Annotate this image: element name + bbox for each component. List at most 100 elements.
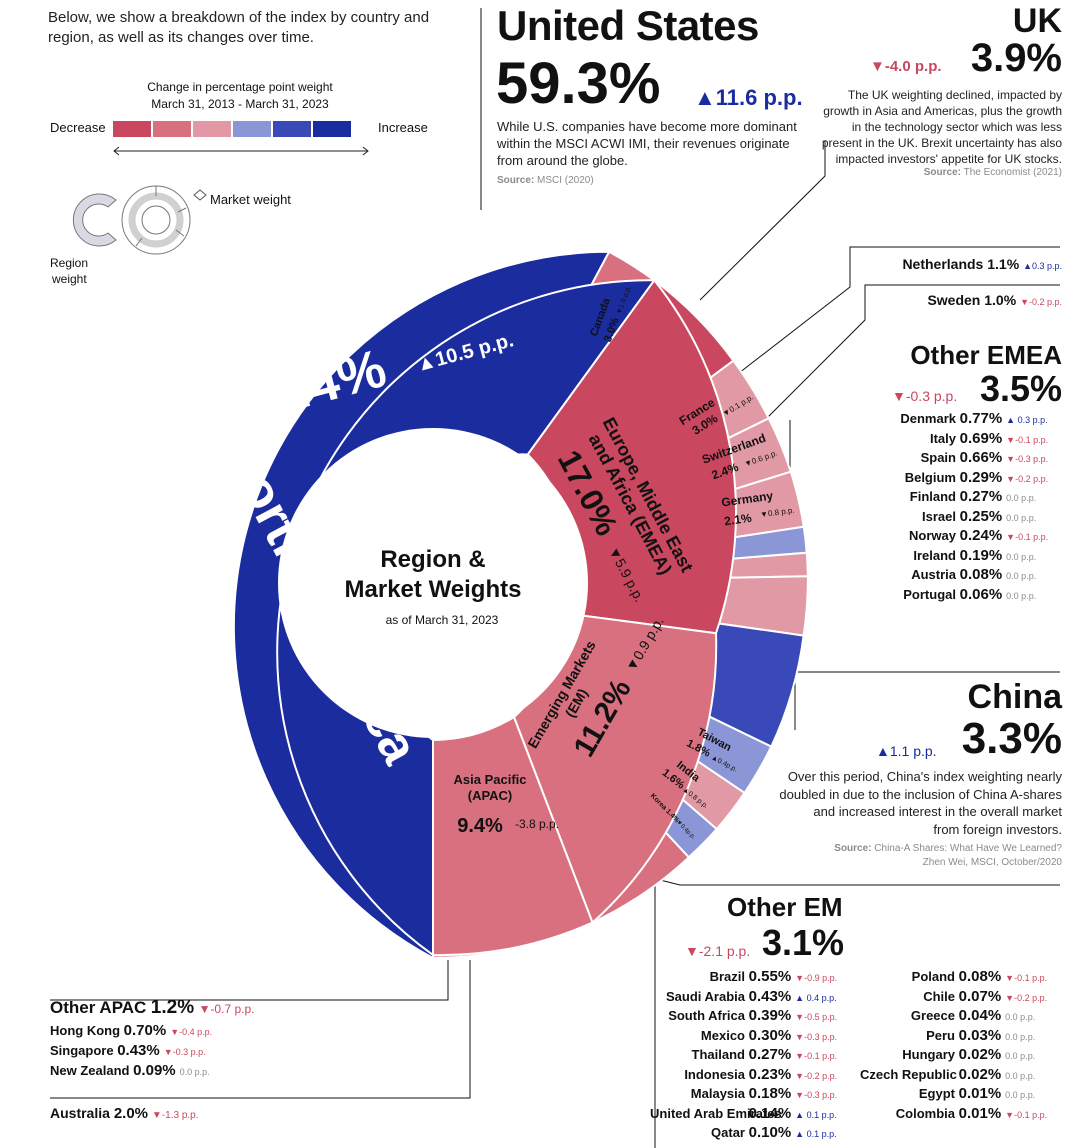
- item-change: ▲ 0.1 p.p.: [795, 1109, 837, 1120]
- item-name: Ireland: [913, 547, 956, 563]
- item-name: Czech Republic: [860, 1066, 957, 1082]
- item-name: Portugal: [903, 586, 956, 602]
- item-pct: 0.25%: [959, 507, 1003, 525]
- item-pct: 0.01%: [958, 1085, 1002, 1102]
- item-pct: 0.19%: [959, 546, 1003, 564]
- item-change: 0.0 p.p.: [1006, 551, 1037, 562]
- item-pct: 0.30%: [748, 1026, 792, 1044]
- item-name: Denmark: [900, 411, 956, 426]
- list-item: Thailand 0.27% ▼-0.1 p.p.: [650, 1046, 838, 1063]
- other-em-col1: Brazil 0.55% ▼-0.9 p.p. Saudi Arabia 0.43%…: [650, 968, 860, 1148]
- item-change: 0.0 p.p.: [1005, 1051, 1036, 1061]
- other-em-col2: Poland 0.08% ▼-0.1 p.p. Chile 0.07% ▼-0.2 p…: [860, 968, 1064, 1128]
- item-change: 0.0 p.p.: [1006, 512, 1037, 523]
- item-pct: 0.69%: [959, 429, 1003, 447]
- us-desc-2: within the MSCI ACWI IMI, their revenues…: [497, 136, 790, 151]
- item-change: ▼-0.2 p.p.: [795, 1070, 838, 1081]
- item-change: ▼-0.3 p.p.: [163, 1047, 206, 1057]
- region-weight-label-1: Region: [50, 256, 89, 270]
- china-source-1: China-A Shares: What Have We Learned?: [874, 843, 1062, 854]
- apac-pct: 9.4%: [457, 815, 503, 837]
- item-pct: 0.14%: [748, 1104, 792, 1122]
- item-name: Israel: [922, 508, 956, 524]
- item-pct: 0.02%: [958, 1046, 1002, 1063]
- item-pct: 0.03%: [958, 1026, 1002, 1044]
- list-item: Ireland 0.19% 0.0 p.p.: [860, 547, 1036, 564]
- item-name: South Africa: [668, 1008, 745, 1023]
- list-item: Belgium 0.29% ▼-0.2 p.p.: [860, 469, 1048, 486]
- us-desc-3: from around the globe.: [497, 153, 628, 168]
- item-pct: 0.24%: [959, 527, 1003, 544]
- list-item: Brazil 0.55% ▼-0.9 p.p.: [650, 968, 838, 985]
- uk-source: Source: The Economist (2021): [924, 167, 1062, 178]
- list-item: Chile 0.07% ▼-0.2 p.p.: [860, 988, 1047, 1005]
- item-name: Colombia: [895, 1105, 955, 1121]
- center-title-1: Region &: [380, 546, 485, 573]
- us-pct: 59.3%: [496, 51, 661, 116]
- item-pct: 0.55%: [748, 968, 792, 985]
- sweden-row: Sweden 1.0% ▼-0.2 p.p.: [927, 292, 1062, 308]
- item-change: ▼-0.1 p.p.: [795, 1051, 838, 1061]
- item-change: 0.0 p.p.: [1005, 1070, 1036, 1081]
- list-item: Spain 0.66% ▼-0.3 p.p.: [860, 449, 1049, 466]
- china-source: Source: China-A Shares: What Have We Lea…: [834, 842, 1062, 870]
- scale-swatch: [193, 120, 231, 137]
- china-desc-3: and increased interest in the overall ma…: [813, 804, 1062, 819]
- other-emea-list: Denmark 0.77% ▲ 0.3 p.p. Italy 0.69% ▼-0.1 …: [860, 410, 1064, 606]
- list-item: Denmark 0.77% ▲ 0.3 p.p.: [860, 410, 1048, 427]
- china-change: ▲1.1 p.p.: [876, 743, 937, 759]
- item-pct: 0.02%: [958, 1065, 1002, 1083]
- uk-source-label: Source:: [923, 167, 961, 178]
- item-name: Thailand: [691, 1047, 745, 1062]
- other-em-change: ▼-2.1 p.p.: [685, 943, 751, 959]
- list-item: Mexico 0.30% ▼-0.3 p.p.: [650, 1027, 837, 1044]
- item-change: ▼-0.3 p.p.: [795, 1031, 838, 1042]
- item-pct: 0.18%: [748, 1085, 792, 1102]
- item-pct: 0.09%: [133, 1062, 176, 1079]
- item-change: ▼-0.3 p.p.: [1006, 454, 1049, 464]
- item-change: 0.0 p.p.: [1005, 1031, 1036, 1042]
- us-desc-1: While U.S. companies have become more do…: [497, 119, 797, 134]
- item-pct: 0.07%: [958, 987, 1002, 1005]
- item-pct: 0.08%: [959, 566, 1003, 583]
- uk-desc: The UK weighting declined, impacted by g…: [812, 87, 1062, 167]
- uk-source-text: The Economist (2021): [963, 167, 1062, 178]
- legend-increase-label: Increase: [378, 120, 428, 135]
- list-item: Saudi Arabia 0.43% ▲ 0.4 p.p.: [650, 988, 837, 1005]
- australia-name: Australia: [50, 1105, 110, 1121]
- china-desc-1: Over this period, China's index weightin…: [787, 769, 1062, 784]
- uk-change: ▼-4.0 p.p.: [870, 58, 942, 75]
- apac-label-group: Asia Pacific (APAC) 9.4% -3.8 p.p.: [454, 772, 560, 837]
- item-change: ▼-0.1 p.p.: [1005, 1109, 1048, 1120]
- list-item: Norway 0.24% ▼-0.1 p.p.: [860, 527, 1048, 544]
- item-pct: 0.29%: [959, 468, 1003, 486]
- china-desc: Over this period, China's index weightin…: [762, 768, 1062, 838]
- legend-decrease-label: Decrease: [50, 120, 106, 135]
- other-em-title: Other EM: [727, 892, 843, 922]
- netherlands-row: Netherlands 1.1% ▲0.3 p.p.: [902, 256, 1062, 272]
- scale-swatch: [233, 120, 271, 137]
- china-title: China: [967, 678, 1062, 716]
- uk-desc-1: The UK weighting declined, impacted by: [847, 88, 1062, 102]
- intro-text: Below, we show a breakdown of the index …: [48, 9, 430, 46]
- item-pct: 0.43%: [117, 1042, 160, 1059]
- item-name: Poland: [911, 969, 955, 984]
- australia-change: ▼-1.3 p.p.: [151, 1110, 199, 1121]
- connector-line: [764, 284, 1060, 421]
- center-title-2: Market Weights: [345, 576, 522, 603]
- item-pct: 0.01%: [958, 1104, 1002, 1122]
- item-change: 0.0 p.p.: [1006, 493, 1037, 503]
- list-item: Hong Kong 0.70% ▼-0.4 p.p.: [50, 1022, 212, 1039]
- sweden-name: Sweden: [927, 292, 981, 308]
- list-item: Indonesia 0.23% ▼-0.2 p.p.: [650, 1066, 837, 1083]
- china-desc-4: from foreign investors.: [933, 821, 1062, 837]
- item-change: ▼-0.1 p.p.: [1005, 973, 1048, 983]
- item-change: ▼-0.1 p.p.: [1006, 532, 1049, 542]
- inner-segment-apac: [432, 715, 594, 957]
- item-change: 0.0 p.p.: [179, 1067, 210, 1077]
- item-change: ▲ 0.3 p.p.: [1006, 415, 1048, 425]
- color-scale: [113, 120, 373, 137]
- connector-line: [659, 879, 1060, 886]
- list-item: Peru 0.03% 0.0 p.p.: [860, 1027, 1035, 1044]
- item-name: Mexico: [700, 1027, 745, 1043]
